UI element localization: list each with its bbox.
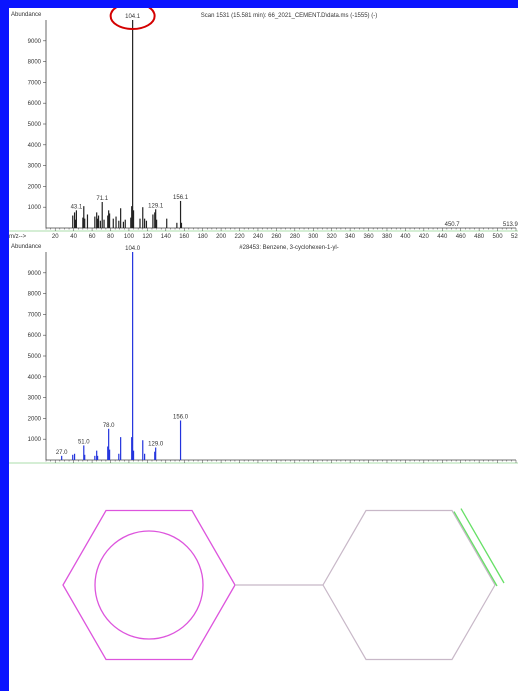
y-tick-label: 8000 [28, 60, 42, 66]
chart-title: #28453: Benzene, 3-cyclohexen-1-yl- [239, 245, 338, 251]
molecule-structure [62, 508, 505, 661]
peak-label: 27.0 [56, 450, 68, 456]
x-axis-label: m/z--> [9, 234, 27, 240]
x-tick-label: 240 [253, 234, 264, 240]
x-tick-label: 120 [142, 234, 153, 240]
chart-title: Scan 1531 (15.581 min): 66_2021_CEMENT.D… [201, 13, 377, 19]
x-tick-label: 300 [308, 234, 319, 240]
x-tick-label: 420 [419, 234, 430, 240]
x-tick-label: 200 [216, 234, 227, 240]
double-bond-line [460, 508, 505, 584]
x-tick-label: 340 [345, 234, 356, 240]
y-axis-label: Abundance [11, 12, 42, 18]
y-tick-label: 6000 [28, 333, 42, 339]
peak-label: 51.0 [78, 439, 90, 445]
y-tick-label: 4000 [28, 375, 42, 381]
x-tick-label: 80 [107, 234, 114, 240]
x-tick-label: 400 [400, 234, 411, 240]
y-tick-label: 5000 [28, 354, 42, 360]
cyclohexene-ring [322, 509, 496, 661]
x-tick-label: 140 [161, 234, 172, 240]
y-tick-label: 1000 [28, 437, 42, 443]
y-tick-label: 2000 [28, 416, 42, 422]
y-tick-label: 5000 [28, 122, 42, 128]
x-tick-label: 160 [179, 234, 190, 240]
peak-label: 43.1 [71, 204, 83, 210]
y-tick-label: 6000 [28, 101, 42, 107]
x-tick-label: 460 [456, 234, 467, 240]
x-tick-label: 380 [382, 234, 393, 240]
peak-label: 156.1 [173, 195, 189, 201]
x-tick-label: 40 [70, 234, 77, 240]
highlight-circle [109, 8, 156, 30]
x-tick-label: 180 [198, 234, 209, 240]
x-tick-label: 260 [271, 234, 282, 240]
x-tick-label: 500 [493, 234, 504, 240]
y-tick-label: 3000 [28, 396, 42, 402]
x-tick-label: 480 [474, 234, 485, 240]
peak-label: 129.0 [148, 442, 164, 448]
x-tick-label: 360 [364, 234, 375, 240]
x-tick-label: 100 [124, 234, 135, 240]
peak-label: 78.0 [103, 423, 115, 429]
aromatic-circle [94, 530, 204, 640]
y-tick-label: 2000 [28, 184, 42, 190]
double-bond-line [453, 511, 498, 587]
peak-label: 104.0 [125, 246, 141, 252]
benzene-ring [62, 509, 236, 661]
x-tick-label: 280 [290, 234, 301, 240]
y-tick-label: 1000 [28, 205, 42, 211]
peak-label: 71.1 [96, 196, 108, 202]
y-tick-label: 9000 [28, 271, 42, 277]
x-tick-label: 220 [235, 234, 246, 240]
peak-label: 513.9 [503, 222, 518, 228]
y-axis-label: Abundance [11, 244, 42, 250]
x-tick-label: 440 [437, 234, 448, 240]
y-tick-label: 4000 [28, 143, 42, 149]
sample-spectrum-chart: Scan 1531 (15.581 min): 66_2021_CEMENT.D… [9, 8, 518, 240]
x-tick-label: 20 [52, 234, 59, 240]
peak-label: 450.7 [445, 222, 461, 228]
library-spectrum-chart: #28453: Benzene, 3-cyclohexen-1-yl- Abund… [9, 244, 518, 464]
peak-label: 104.1 [125, 14, 141, 20]
y-tick-label: 7000 [28, 312, 42, 318]
spectrum-panel: Scan 1531 (15.581 min): 66_2021_CEMENT.D… [9, 8, 518, 691]
y-tick-label: 3000 [28, 164, 42, 170]
x-tick-label: 60 [89, 234, 96, 240]
y-tick-label: 9000 [28, 39, 42, 45]
y-tick-label: 8000 [28, 292, 42, 298]
x-tick-label: 320 [327, 234, 338, 240]
y-tick-label: 7000 [28, 80, 42, 86]
peak-label: 129.1 [148, 203, 164, 209]
peak-label: 156.0 [173, 414, 189, 420]
x-tick-label: 520 [511, 234, 518, 240]
